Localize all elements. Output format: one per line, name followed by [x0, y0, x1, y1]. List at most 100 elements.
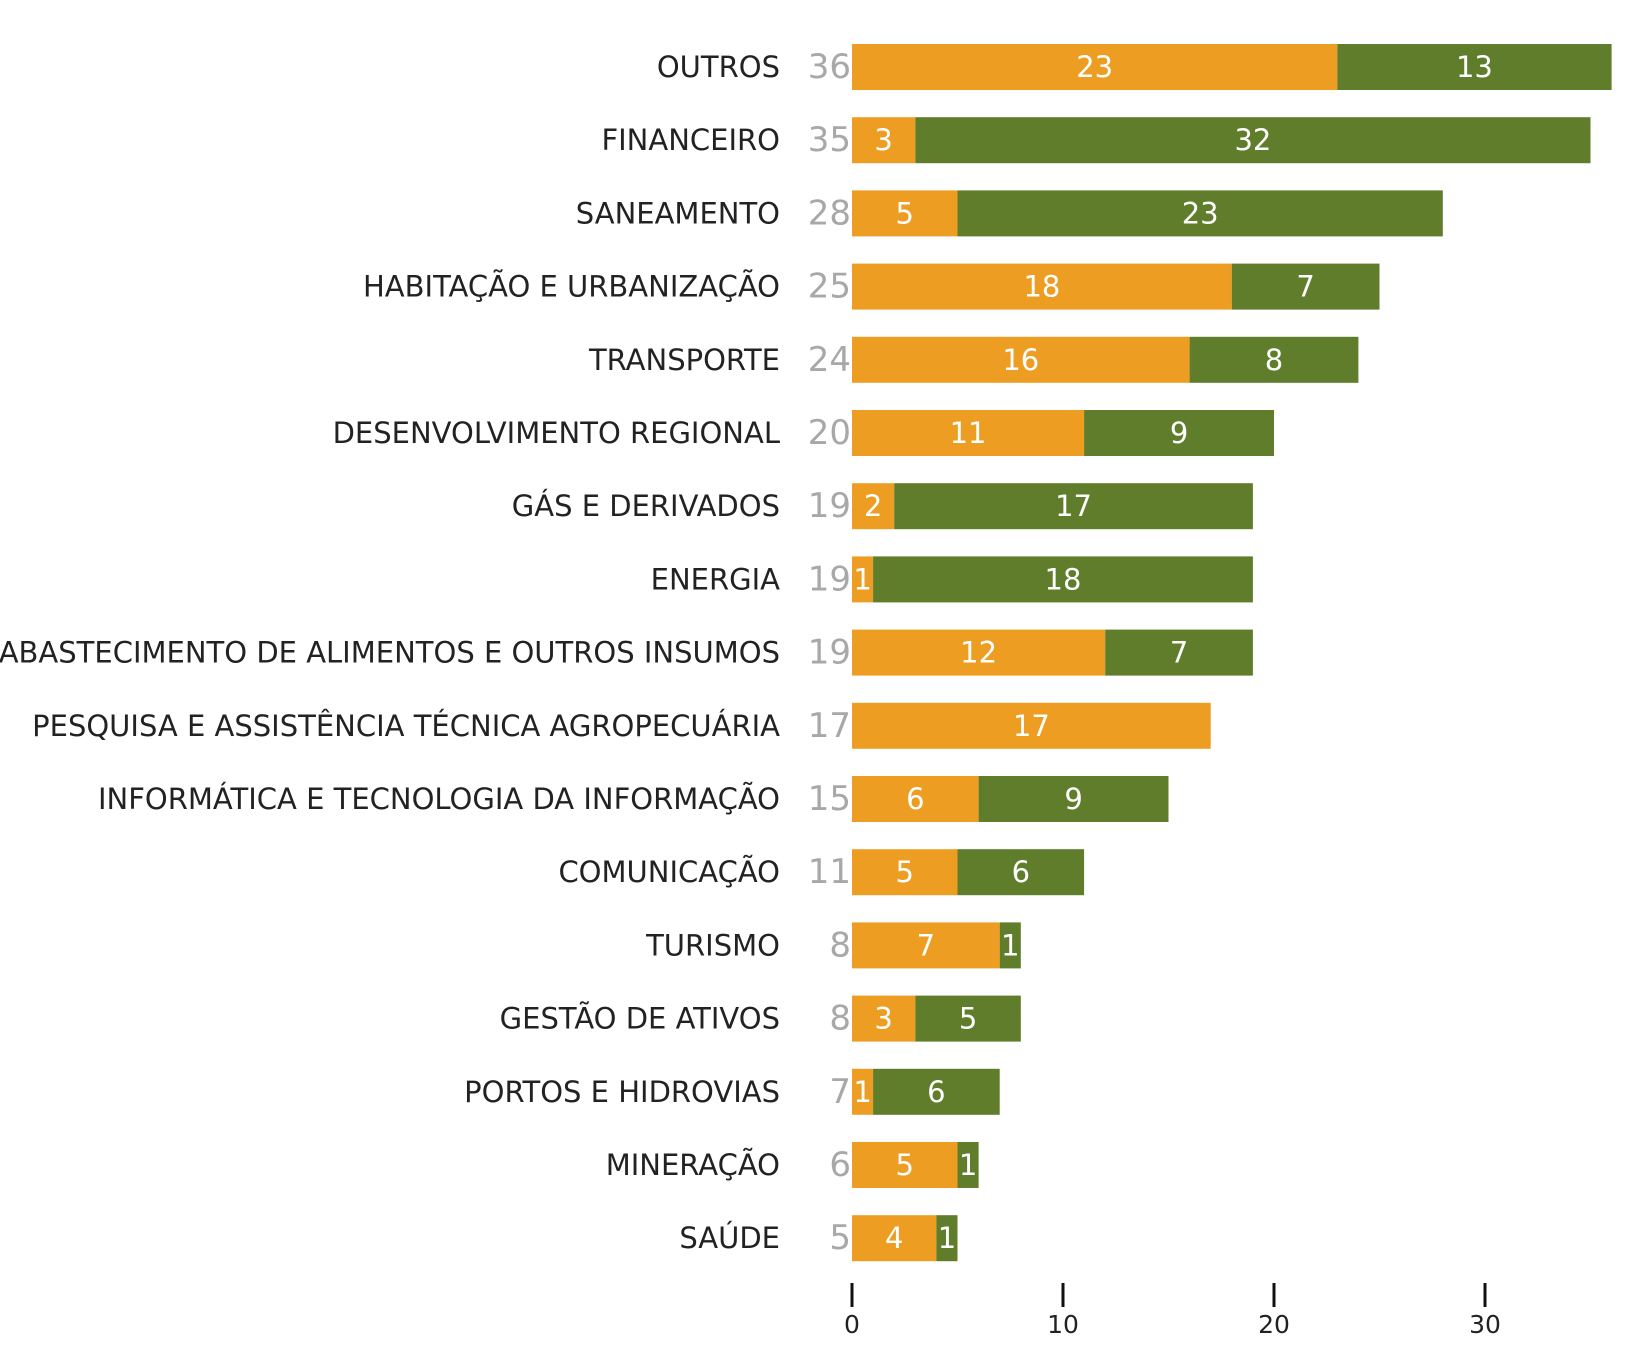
- bar-segment: [852, 702, 1211, 749]
- bar-segment: [957, 849, 1085, 896]
- bar-segment: [873, 556, 1253, 603]
- segment-value-label: 18: [1045, 562, 1082, 596]
- segment-value-label: 1: [1001, 928, 1019, 962]
- segment-value-label: 11: [950, 416, 987, 450]
- segment-value-label: 1: [853, 1075, 871, 1109]
- bar-segment: [852, 117, 916, 164]
- bar-row: GÁS E DERIVADOS 19 2 17: [512, 483, 1253, 530]
- segment-value-label: 6: [906, 782, 924, 816]
- bar-segment: [852, 1068, 874, 1115]
- segment-value-label: 1: [959, 1148, 977, 1182]
- bar-row: TURISMO 8 7 1: [645, 922, 1021, 969]
- segment-value-label: 7: [1296, 270, 1314, 304]
- segment-value-label: 2: [864, 489, 882, 523]
- bar-segment: [852, 263, 1232, 310]
- segment-value-label: 4: [885, 1221, 903, 1255]
- category-label: ABASTECIMENTO DE ALIMENTOS E OUTROS INSU…: [0, 636, 780, 670]
- bar-segment: [852, 483, 895, 530]
- segment-value-label: 7: [917, 928, 935, 962]
- tick-label: 0: [844, 1310, 860, 1339]
- bar-segment: [957, 190, 1443, 237]
- total-label: 8: [829, 999, 851, 1039]
- segment-value-label: 6: [927, 1075, 945, 1109]
- bar-segment: [852, 556, 874, 603]
- category-label: OUTROS: [657, 50, 780, 84]
- category-label: INFORMÁTICA E TECNOLOGIA DA INFORMAÇÃO: [98, 782, 780, 816]
- bar-segment: [852, 190, 958, 237]
- bar-segment: [1231, 263, 1380, 310]
- bar-segment: [915, 117, 1591, 164]
- bar-segment: [852, 1215, 937, 1262]
- total-label: 17: [808, 706, 851, 746]
- total-label: 19: [808, 486, 851, 526]
- category-label: TURISMO: [645, 928, 780, 962]
- bar-segment: [852, 1142, 958, 1188]
- bar-row: SANEAMENTO 28 5 23: [576, 190, 1443, 237]
- tick-label: 30: [1469, 1310, 1501, 1339]
- segment-value-label: 17: [1055, 489, 1092, 523]
- bar-row: COMUNICAÇÃO 11 5 6: [558, 849, 1085, 896]
- bar-segment: [852, 849, 958, 896]
- segment-value-label: 5: [896, 196, 914, 230]
- bar-segment: [1189, 336, 1359, 383]
- segment-value-label: 23: [1182, 196, 1219, 230]
- category-label: GÁS E DERIVADOS: [512, 489, 780, 523]
- bar-segment: [936, 1215, 958, 1262]
- segment-value-label: 3: [874, 1002, 892, 1036]
- tick-label: 20: [1258, 1310, 1290, 1339]
- bar-row: ABASTECIMENTO DE ALIMENTOS E OUTROS INSU…: [0, 629, 1253, 676]
- segment-value-label: 18: [1023, 270, 1060, 304]
- category-label: ENERGIA: [651, 562, 781, 596]
- bar-segment: [852, 629, 1106, 676]
- bar-row: OUTROS 36 23 13: [657, 44, 1612, 90]
- bar-segment: [957, 1142, 979, 1188]
- total-label: 36: [808, 47, 851, 87]
- total-label: 19: [808, 559, 851, 599]
- total-label: 7: [829, 1072, 851, 1112]
- segment-value-label: 32: [1234, 123, 1271, 157]
- bar-segment: [852, 922, 1000, 969]
- total-label: 19: [808, 633, 851, 673]
- bar-row: TRANSPORTE 24 16 8: [588, 336, 1359, 383]
- total-label: 6: [829, 1145, 851, 1185]
- bar-segment: [873, 1068, 1000, 1115]
- segment-value-label: 6: [1012, 855, 1030, 889]
- segment-value-label: 1: [853, 562, 871, 596]
- bar-segment: [915, 995, 1021, 1042]
- segment-value-label: 9: [1170, 416, 1188, 450]
- bar-segment: [999, 922, 1021, 969]
- bar-row: MINERAÇÃO 6 5 1: [606, 1142, 979, 1188]
- segment-value-label: 5: [896, 1148, 914, 1182]
- bar-row: ENERGIA 19 1 18: [651, 556, 1253, 603]
- total-label: 11: [808, 852, 851, 892]
- total-label: 8: [829, 925, 851, 965]
- category-label: HABITAÇÃO E URBANIZAÇÃO: [363, 270, 780, 304]
- segment-value-label: 3: [874, 123, 892, 157]
- total-label: 28: [808, 193, 851, 233]
- total-label: 25: [808, 267, 851, 307]
- segment-value-label: 1: [938, 1221, 956, 1255]
- category-label: PESQUISA E ASSISTÊNCIA TÉCNICA AGROPECUÁ…: [32, 709, 780, 743]
- bar-segment: [894, 483, 1253, 530]
- segment-value-label: 8: [1265, 343, 1283, 377]
- category-label: FINANCEIRO: [601, 123, 780, 157]
- x-axis: 0 10 20 30: [844, 1283, 1501, 1339]
- bar-row: PORTOS E HIDROVIAS 7 1 6: [464, 1068, 1000, 1115]
- segment-value-label: 7: [1170, 636, 1188, 670]
- segment-value-label: 17: [1013, 709, 1050, 743]
- category-label: MINERAÇÃO: [606, 1148, 780, 1182]
- bar-row: INFORMÁTICA E TECNOLOGIA DA INFORMAÇÃO 15…: [98, 776, 1169, 822]
- segment-value-label: 5: [896, 855, 914, 889]
- total-label: 35: [808, 120, 851, 160]
- bar-segment: [852, 410, 1085, 456]
- category-label: SANEAMENTO: [576, 196, 780, 230]
- bar-row: DESENVOLVIMENTO REGIONAL 20 11 9: [333, 410, 1274, 456]
- total-label: 15: [808, 779, 851, 819]
- total-label: 5: [829, 1218, 851, 1258]
- category-label: PORTOS E HIDROVIAS: [464, 1075, 780, 1109]
- segment-value-label: 9: [1064, 782, 1082, 816]
- category-label: TRANSPORTE: [588, 343, 780, 377]
